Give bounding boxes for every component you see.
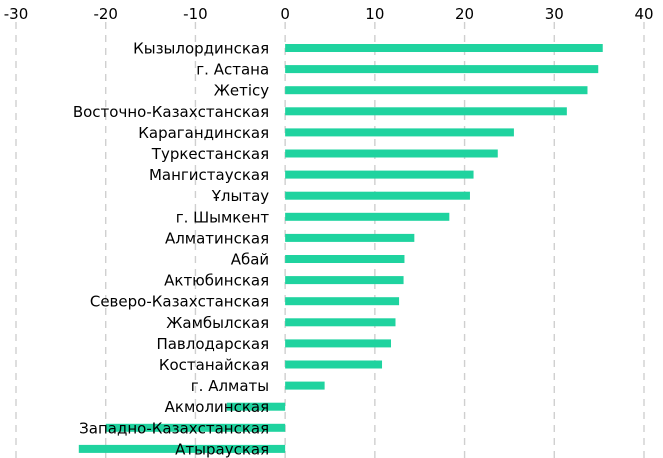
bar xyxy=(285,339,392,348)
x-axis-ticks: -30 -20 -10 0 10 20 30 40 xyxy=(4,5,654,23)
category-label: Атырауская xyxy=(175,440,269,458)
bar xyxy=(285,128,514,137)
bar xyxy=(285,233,415,242)
bar xyxy=(78,444,286,453)
bar xyxy=(285,191,470,200)
x-tick-label: -30 xyxy=(4,5,29,23)
category-label: Ұлытау xyxy=(211,187,270,205)
x-tick-label: -10 xyxy=(183,5,208,23)
category-label: Северо-Казахстанская xyxy=(90,293,269,311)
category-label: Абай xyxy=(231,251,269,269)
category-label: Павлодарская xyxy=(156,335,269,353)
category-label: г. Алматы xyxy=(191,377,269,395)
category-label: Алматинская xyxy=(165,229,269,247)
category-label: Акмолинская xyxy=(165,398,269,416)
x-tick-label: 30 xyxy=(545,5,564,23)
bar xyxy=(285,65,599,74)
x-tick-label: -20 xyxy=(93,5,118,23)
bar xyxy=(285,86,588,95)
bar xyxy=(285,297,400,306)
category-label: Мангистауская xyxy=(149,166,269,184)
category-label: Актюбинская xyxy=(164,272,269,290)
bar xyxy=(285,381,325,390)
x-tick-label: 40 xyxy=(634,5,653,23)
x-tick-label: 0 xyxy=(280,5,290,23)
bar xyxy=(285,107,567,116)
category-label: Кызылординская xyxy=(133,40,269,58)
category-label: Костанайская xyxy=(159,356,269,374)
category-labels: Кызылординская г. Астана Жетісу Восточно-Ка… xyxy=(73,40,270,458)
bar xyxy=(285,212,450,221)
category-label: г. Астана xyxy=(196,61,269,79)
bar xyxy=(285,318,396,327)
bar xyxy=(226,402,286,411)
bars xyxy=(78,44,603,453)
bar xyxy=(285,149,498,158)
category-label: Жамбылская xyxy=(166,314,269,332)
category-label: Туркестанская xyxy=(151,145,269,163)
x-tick-label: 20 xyxy=(455,5,474,23)
category-label: Жетісу xyxy=(214,82,270,100)
bar xyxy=(285,255,405,263)
category-label: Восточно-Казахстанская xyxy=(73,103,269,121)
bar xyxy=(105,423,286,432)
bar xyxy=(285,276,404,285)
bar xyxy=(285,360,383,369)
bar xyxy=(285,44,603,52)
x-tick-label: 10 xyxy=(365,5,384,23)
category-label: Западно-Казахстанская xyxy=(79,419,269,437)
category-label: Карагандинская xyxy=(138,124,269,142)
bar xyxy=(285,170,474,179)
category-label: г. Шымкент xyxy=(176,208,270,226)
